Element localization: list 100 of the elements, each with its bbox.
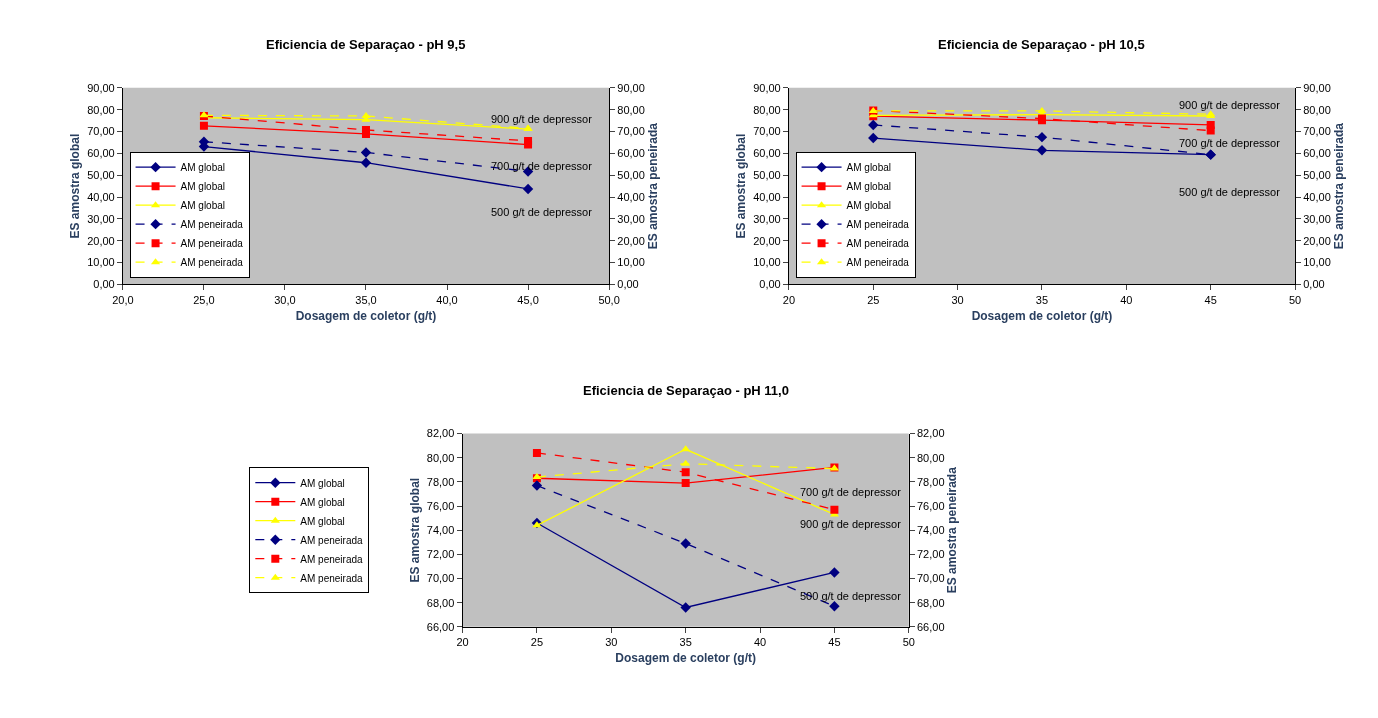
y2-tick-label: 66,00: [916, 620, 945, 633]
y2-tick-label: 30,00: [617, 212, 645, 225]
y2-tick-label: 20,00: [617, 234, 645, 247]
annotation: 500 g/t de depressor: [1179, 186, 1281, 198]
y2-tick-label: 70,00: [916, 572, 945, 585]
y-tick-label: 60,00: [753, 147, 781, 160]
y-tick-label: 30,00: [87, 212, 115, 225]
x-axis-title: Dosagem de coletor (g/t): [615, 650, 757, 665]
x-axis-title: Dosagem de coletor (g/t): [295, 308, 437, 323]
x-tick-label: 20: [456, 636, 469, 649]
y2-tick-label: 72,00: [916, 548, 945, 561]
legend-label: AM global: [180, 181, 226, 193]
legend-label: AM peneirada: [180, 238, 244, 250]
y2-tick-label: 40,00: [1303, 190, 1331, 203]
y-tick-label: 0,00: [93, 278, 115, 291]
y-axis-title: ES amostra global: [408, 477, 423, 583]
legend-label: AM global: [180, 162, 226, 174]
y-tick-label: 70,00: [426, 572, 455, 585]
y2-tick-label: 80,00: [617, 103, 645, 116]
x-tick-label: 20,0: [112, 293, 134, 306]
y-axis-title: ES amostra global: [734, 133, 749, 239]
y2-tick-label: 50,00: [617, 169, 645, 182]
y-tick-label: 60,00: [87, 147, 115, 160]
x-tick-label: 20: [782, 293, 796, 306]
annotation: 700 g/t de depressor: [491, 160, 593, 172]
chart-title: Eficiencia de Separaçao - pH 10,5: [938, 37, 1145, 52]
annotation: 900 g/t de depressor: [800, 518, 902, 530]
y-tick-label: 70,00: [87, 125, 115, 138]
x-tick-label: 30: [951, 293, 964, 306]
x-tick-label: 30: [605, 636, 618, 649]
y-tick-label: 66,00: [426, 620, 455, 633]
x-tick-label: 45,0: [517, 293, 539, 306]
annotation: 700 g/t de depressor: [1179, 137, 1281, 149]
y2-tick-label: 10,00: [617, 256, 645, 269]
y-tick-label: 40,00: [87, 190, 115, 203]
annotation: 500 g/t de depressor: [800, 590, 902, 602]
y2-tick-label: 30,00: [1303, 212, 1331, 225]
y-tick-label: 20,00: [87, 234, 115, 247]
y2-tick-label: 10,00: [1303, 256, 1331, 269]
x-tick-label: 30,0: [274, 293, 296, 306]
x-tick-label: 45: [828, 636, 841, 649]
annotation: 900 g/t de depressor: [491, 113, 593, 125]
y-tick-label: 10,00: [87, 256, 115, 269]
legend-label: AM peneirada: [846, 219, 910, 231]
y-tick-label: 72,00: [426, 548, 455, 561]
y2-axis-title: ES amostra peneirada: [945, 466, 960, 594]
x-tick-label: 25,0: [193, 293, 215, 306]
y2-tick-label: 80,00: [1303, 103, 1331, 116]
legend-label: AM peneirada: [300, 553, 364, 565]
y-tick-label: 82,00: [426, 427, 455, 440]
y2-tick-label: 20,00: [1303, 234, 1331, 247]
y2-tick-label: 70,00: [1303, 125, 1331, 138]
chart-title: Eficiencia de Separaçao - pH 11,0: [583, 383, 789, 398]
y2-axis-title: ES amostra peneirada: [645, 122, 660, 250]
legend-label: AM global: [300, 477, 345, 489]
x-tick-label: 35: [679, 636, 692, 649]
chart-title: Eficiencia de Separaçao - pH 9,5: [266, 37, 466, 52]
y-tick-label: 74,00: [426, 524, 455, 537]
legend-label: AM peneirada: [180, 257, 244, 269]
y-tick-label: 90,00: [753, 81, 781, 94]
y-tick-label: 10,00: [753, 256, 781, 269]
y-tick-label: 68,00: [426, 596, 455, 609]
x-tick-label: 25: [867, 293, 880, 306]
y-tick-label: 50,00: [753, 169, 781, 182]
y-tick-label: 0,00: [759, 278, 781, 291]
legend-label: AM global: [846, 181, 892, 193]
y-tick-label: 78,00: [426, 475, 455, 488]
y-tick-label: 90,00: [87, 81, 115, 94]
y2-tick-label: 0,00: [617, 278, 639, 291]
y-tick-label: 70,00: [753, 125, 781, 138]
y2-tick-label: 68,00: [916, 596, 945, 609]
legend-label: AM peneirada: [300, 534, 364, 546]
y2-tick-label: 76,00: [916, 499, 945, 512]
legend-label: AM peneirada: [846, 257, 910, 269]
legend-label: AM global: [846, 200, 892, 212]
annotation: 900 g/t de depressor: [1179, 99, 1281, 111]
y-axis-title: ES amostra global: [68, 133, 83, 239]
annotation: 700 g/t de depressor: [800, 486, 902, 498]
y-tick-label: 80,00: [87, 103, 115, 116]
y2-tick-label: 40,00: [617, 190, 645, 203]
y2-tick-label: 50,00: [1303, 169, 1331, 182]
y-tick-label: 40,00: [753, 190, 781, 203]
y2-tick-label: 78,00: [916, 475, 945, 488]
legend-label: AM peneirada: [180, 219, 244, 231]
y2-tick-label: 60,00: [617, 147, 645, 160]
x-tick-label: 50,0: [598, 293, 620, 306]
annotation: 500 g/t de depressor: [491, 206, 593, 218]
x-tick-label: 50: [1288, 293, 1302, 306]
y-tick-label: 30,00: [753, 212, 781, 225]
x-tick-label: 50: [902, 636, 915, 649]
x-tick-label: 40,0: [436, 293, 458, 306]
y-tick-label: 80,00: [753, 103, 781, 116]
y-tick-label: 50,00: [87, 169, 115, 182]
legend-label: AM peneirada: [300, 572, 364, 584]
legend-label: AM global: [300, 496, 345, 508]
y-tick-label: 20,00: [753, 234, 781, 247]
y2-tick-label: 0,00: [1303, 278, 1325, 291]
y-tick-label: 80,00: [426, 451, 455, 464]
legend-label: AM global: [300, 515, 345, 527]
x-tick-label: 35: [1035, 293, 1049, 306]
